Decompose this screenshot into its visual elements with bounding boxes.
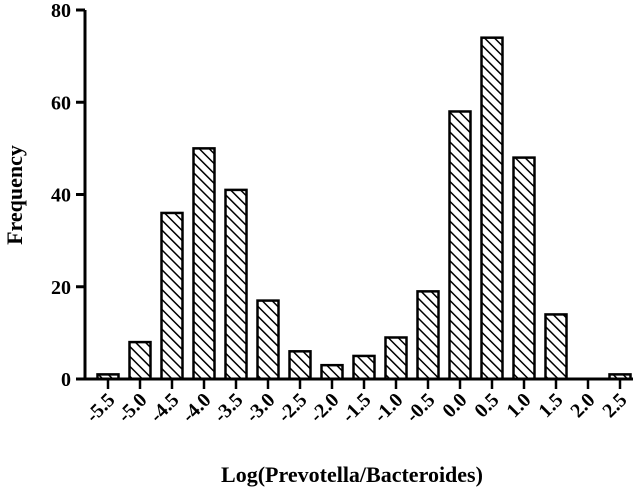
x-axis-label: Log(Prevotella/Bacteroides)	[221, 462, 483, 487]
y-tick-label: 60	[51, 92, 71, 114]
y-axis-label: Frequency	[2, 145, 27, 245]
bar--0.5	[416, 290, 440, 381]
x-tick-label: 1.5	[534, 389, 567, 422]
y-ticks-group: 0 20 40 60 80	[51, 0, 85, 391]
bar--1.5	[352, 354, 376, 381]
x-tick-label: -2.5	[274, 389, 312, 427]
bar--1.0	[384, 336, 408, 381]
bar--5.0	[128, 340, 152, 381]
x-tick-label: -5.5	[82, 389, 120, 427]
bar--2.5	[288, 350, 312, 381]
bar--2.0	[320, 363, 344, 381]
x-tick-label: -1.0	[370, 389, 408, 427]
x-tick-label: -4.5	[146, 389, 184, 427]
y-tick-label: 80	[51, 0, 71, 22]
x-tick-label: 2.0	[566, 389, 599, 422]
x-tick-label: -1.5	[338, 389, 376, 427]
bar--4.0	[192, 147, 216, 381]
bar-1.0	[512, 156, 536, 381]
x-tick-label: -0.5	[402, 389, 440, 427]
x-tick-label: 0.0	[438, 389, 471, 422]
bar-0.0	[448, 110, 472, 381]
bar--3.5	[224, 188, 248, 381]
x-tick-label: 1.0	[502, 389, 535, 422]
bar-0.5	[480, 36, 504, 381]
bar-1.5	[544, 313, 568, 381]
x-tick-label: -3.0	[242, 389, 280, 427]
y-tick-label: 20	[51, 277, 71, 299]
x-tick-label: -2.0	[306, 389, 344, 427]
x-tick-label: 0.5	[470, 389, 503, 422]
y-tick-label: 0	[61, 369, 71, 391]
x-tick-label: -3.5	[210, 389, 248, 427]
y-tick-label: 40	[51, 185, 71, 207]
x-tick-label: 2.5	[598, 389, 631, 422]
x-ticks-group: -5.5-5.0-4.5-4.0-3.5-3.0-2.5-2.0-1.5-1.0…	[82, 379, 632, 427]
bar--3.0	[256, 299, 280, 381]
x-tick-label: -4.0	[178, 389, 216, 427]
bars-group	[96, 36, 632, 381]
x-tick-label: -5.0	[114, 389, 152, 427]
bar--4.5	[160, 211, 184, 381]
